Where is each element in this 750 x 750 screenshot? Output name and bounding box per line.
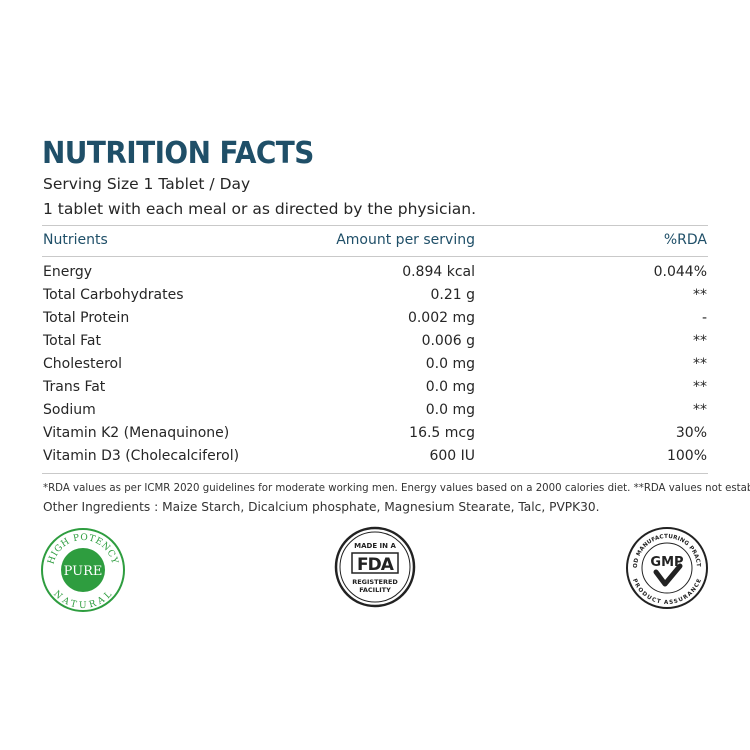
rda-footnote: *RDA values as per ICMR 2020 guidelines … bbox=[43, 483, 750, 494]
nutrient-rda: 30% bbox=[675, 425, 707, 441]
nutrient-rda: 100% bbox=[666, 448, 707, 464]
column-header-amount: Amount per serving bbox=[336, 232, 475, 248]
column-header-rda: %RDA bbox=[663, 232, 707, 248]
nutrient-amount: 0.006 g bbox=[421, 333, 475, 349]
nutrient-name: Trans Fat bbox=[43, 379, 106, 395]
nutrient-amount: 0.0 mg bbox=[425, 379, 475, 395]
nutrient-name: Vitamin D3 (Cholecalciferol) bbox=[43, 448, 240, 464]
gmp-badge: GOOD MANUFACTURING PRACTICE PRODUCT ASSU… bbox=[625, 526, 709, 610]
nutrient-rda: 0.044% bbox=[653, 264, 707, 280]
nutrient-name: Energy bbox=[43, 264, 93, 280]
table-row: Sodium 0.0 mg ** bbox=[43, 402, 707, 425]
table-row: Trans Fat 0.0 mg ** bbox=[43, 379, 707, 402]
badge-pure-center-text: PURE bbox=[64, 564, 103, 579]
fda-facility-seal-icon: MADE IN A FDA REGISTERED FACILITY bbox=[334, 526, 416, 608]
pure-natural-badge: HIGH POTENCY NATURAL PURE bbox=[40, 527, 126, 613]
nutrient-rda: ** bbox=[693, 379, 707, 395]
table-row: Total Carbohydrates 0.21 g ** bbox=[43, 287, 707, 310]
nutrient-name: Cholesterol bbox=[43, 356, 123, 372]
nutrient-amount: 0.0 mg bbox=[425, 402, 475, 418]
table-row: Vitamin D3 (Cholecalciferol) 600 IU 100% bbox=[43, 448, 707, 471]
nutrient-name: Sodium bbox=[43, 402, 96, 418]
nutrient-amount: 0.894 kcal bbox=[402, 264, 475, 280]
divider-top bbox=[42, 225, 708, 226]
nutrient-rda: ** bbox=[693, 402, 707, 418]
nutrient-table: Energy 0.894 kcal 0.044% Total Carbohydr… bbox=[43, 264, 707, 471]
badge-fda-line2: REGISTERED bbox=[352, 578, 398, 586]
fda-badge: MADE IN A FDA REGISTERED FACILITY bbox=[334, 526, 416, 608]
nutrient-rda: - bbox=[701, 310, 707, 326]
gmp-seal-icon: GOOD MANUFACTURING PRACTICE PRODUCT ASSU… bbox=[625, 526, 708, 609]
table-row: Total Fat 0.006 g ** bbox=[43, 333, 707, 356]
serving-size: Serving Size 1 Tablet / Day bbox=[43, 175, 251, 193]
table-row: Total Protein 0.002 mg - bbox=[43, 310, 707, 333]
nutrient-name: Vitamin K2 (Menaquinone) bbox=[43, 425, 230, 441]
nutrient-name: Total Protein bbox=[43, 310, 130, 326]
pure-natural-seal-icon: HIGH POTENCY NATURAL PURE bbox=[41, 528, 125, 612]
nutrient-amount: 16.5 mcg bbox=[409, 425, 475, 441]
nutrient-rda: ** bbox=[693, 287, 707, 303]
nutrient-name: Total Carbohydrates bbox=[43, 287, 184, 303]
column-header-nutrients: Nutrients bbox=[43, 232, 108, 248]
divider-bottom bbox=[42, 473, 708, 474]
nutrient-amount: 0.0 mg bbox=[425, 356, 475, 372]
table-row: Energy 0.894 kcal 0.044% bbox=[43, 264, 707, 287]
badge-fda-line1: MADE IN A bbox=[354, 542, 396, 550]
nutrient-amount: 600 IU bbox=[429, 448, 475, 464]
page-title: NUTRITION FACTS bbox=[42, 136, 314, 171]
nutrient-amount: 0.21 g bbox=[430, 287, 475, 303]
other-ingredients: Other Ingredients : Maize Starch, Dicalc… bbox=[43, 500, 600, 514]
nutrient-amount: 0.002 mg bbox=[407, 310, 475, 326]
nutrient-rda: ** bbox=[693, 356, 707, 372]
table-row: Cholesterol 0.0 mg ** bbox=[43, 356, 707, 379]
nutrient-name: Total Fat bbox=[43, 333, 101, 349]
badge-fda-logo: FDA bbox=[357, 555, 395, 575]
badge-fda-line3: FACILITY bbox=[359, 586, 391, 594]
nutrient-rda: ** bbox=[693, 333, 707, 349]
directions: 1 tablet with each meal or as directed b… bbox=[43, 200, 477, 218]
badge-gmp-center-text: GMP bbox=[650, 555, 683, 570]
table-row: Vitamin K2 (Menaquinone) 16.5 mcg 30% bbox=[43, 425, 707, 448]
checkmark-icon bbox=[653, 563, 683, 587]
table-header: Nutrients Amount per serving %RDA bbox=[43, 232, 707, 252]
divider-header bbox=[42, 256, 708, 257]
